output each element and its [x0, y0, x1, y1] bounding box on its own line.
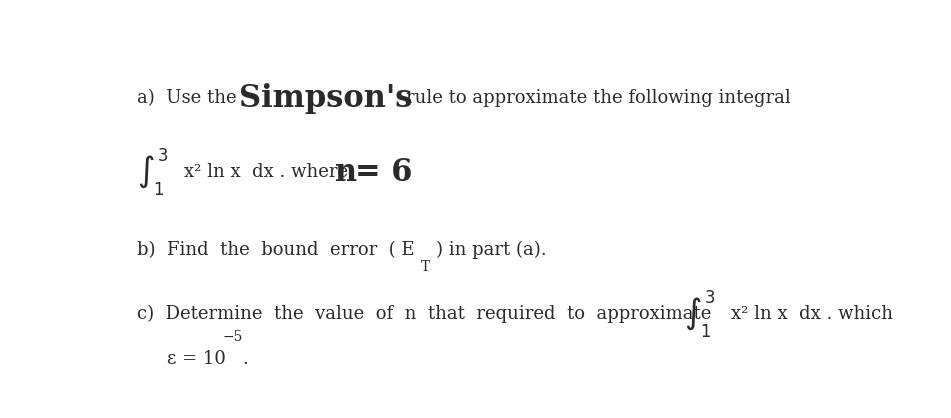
Text: = 6: = 6	[355, 157, 412, 188]
Text: rule to approximate the following integral: rule to approximate the following integr…	[406, 89, 791, 107]
Text: c)  Determine  the  value  of  n  that  required  to  approximate: c) Determine the value of n that require…	[137, 305, 711, 323]
Text: $\int_1^3$: $\int_1^3$	[137, 147, 169, 198]
Text: .: .	[243, 350, 248, 368]
Text: −5: −5	[223, 330, 243, 344]
Text: n: n	[335, 157, 357, 188]
Text: $\int_1^3$: $\int_1^3$	[684, 288, 716, 340]
Text: b)  Find  the  bound  error  ( E: b) Find the bound error ( E	[137, 241, 415, 259]
Text: x² ln x  dx . where: x² ln x dx . where	[184, 163, 348, 181]
Text: T: T	[421, 260, 430, 274]
Text: Simpson's: Simpson's	[239, 83, 413, 114]
Text: x² ln x  dx . which: x² ln x dx . which	[730, 305, 893, 323]
Text: ε = 10: ε = 10	[166, 350, 225, 368]
Text: a)  Use the: a) Use the	[137, 89, 237, 107]
Text: ) in part (a).: ) in part (a).	[436, 241, 547, 259]
